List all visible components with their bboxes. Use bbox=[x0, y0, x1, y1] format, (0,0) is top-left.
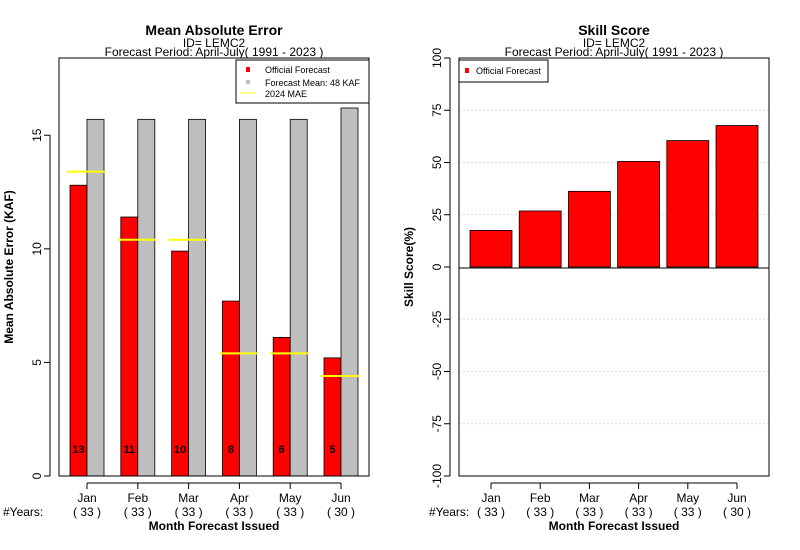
skill-years-count: ( 33 ) bbox=[526, 505, 554, 519]
mae-data-label: 6 bbox=[279, 444, 285, 456]
mae-years-label: #Years: bbox=[3, 505, 43, 519]
skill-y-axis: -100 -75 -50 -25 0 25 50 75 100 bbox=[430, 48, 451, 488]
skill-x-tick-label: Jun bbox=[727, 491, 746, 505]
mae-subtitle-id: ID= LEMC2 bbox=[183, 36, 246, 50]
mae-plot-frame bbox=[58, 57, 370, 477]
skill-legend-swatch-official bbox=[465, 68, 469, 73]
skill-plot-frame bbox=[458, 57, 770, 477]
mae-legend-mean: Forecast Mean: 48 KAF bbox=[265, 78, 361, 88]
mae-legend: Official Forecast Forecast Mean: 48 KAF … bbox=[235, 59, 370, 104]
mae-y-tick-label: 15 bbox=[30, 128, 44, 142]
skill-y-axis-label: Skill Score(%) bbox=[402, 227, 416, 307]
mae-years-count: ( 33 ) bbox=[124, 505, 152, 519]
skill-y-tick-label: 75 bbox=[430, 103, 444, 117]
skill-years-count: ( 33 ) bbox=[477, 505, 505, 519]
mae-years-count: ( 33 ) bbox=[225, 505, 253, 519]
skill-legend-box bbox=[458, 59, 549, 83]
mae-x-axis-label: Month Forecast Issued bbox=[149, 519, 280, 533]
skill-years-label: #Years: bbox=[429, 505, 469, 519]
skill-bars bbox=[469, 125, 759, 268]
skill-subtitle-id: ID= LEMC2 bbox=[583, 36, 646, 50]
skill-bar-official bbox=[518, 210, 562, 268]
skill-y-tick-label: 50 bbox=[430, 156, 444, 170]
skill-x-tick-label: Jan bbox=[481, 491, 500, 505]
skill-y-tick-label: 100 bbox=[430, 48, 444, 68]
mae-y-tick-label: 10 bbox=[30, 242, 44, 256]
skill-x-tick-label: Mar bbox=[579, 491, 600, 505]
skill-y-tick-label: 25 bbox=[430, 208, 444, 222]
skill-panel: Skill Score ID= LEMC2 Forecast Period: A… bbox=[402, 22, 770, 533]
skill-years-count: ( 33 ) bbox=[625, 505, 653, 519]
mae-x-tick-label: Feb bbox=[127, 491, 148, 505]
mae-title: Mean Absolute Error bbox=[145, 22, 283, 38]
skill-legend-official: Official Forecast bbox=[476, 66, 541, 76]
mae-x-tick-label: May bbox=[279, 491, 302, 505]
mae-x-tick-label: Apr bbox=[230, 491, 249, 505]
mae-bar-official bbox=[171, 250, 190, 477]
skill-x-axis: Jan( 33 )Feb( 33 )Mar( 33 )Apr( 33 )May(… bbox=[477, 482, 751, 519]
mae-2024-lines bbox=[67, 170, 359, 378]
skill-x-axis-label: Month Forecast Issued bbox=[549, 519, 680, 533]
mae-y-tick-label: 5 bbox=[30, 359, 44, 366]
mae-bar-forecast-mean bbox=[137, 118, 156, 477]
skill-bar-official bbox=[617, 161, 660, 268]
mae-years-count: ( 30 ) bbox=[327, 505, 355, 519]
skill-subtitle-period: Forecast Period: April-July( 1991 - 2023… bbox=[505, 45, 724, 59]
skill-bar-official bbox=[666, 140, 710, 268]
skill-y-tick-label: -25 bbox=[430, 310, 444, 328]
skill-y-tick-label: -75 bbox=[430, 415, 444, 433]
mae-legend-box bbox=[235, 59, 370, 104]
mae-legend-swatch-mean bbox=[246, 80, 250, 84]
mae-bar-forecast-mean bbox=[188, 118, 207, 477]
skill-y-tick-label: 0 bbox=[430, 263, 444, 270]
mae-bar-forecast-mean bbox=[86, 118, 105, 477]
skill-title: Skill Score bbox=[578, 22, 650, 38]
mae-legend-swatch-official bbox=[246, 67, 250, 72]
skill-y-tick-label: -100 bbox=[430, 464, 444, 488]
mae-bar-official bbox=[69, 184, 88, 477]
mae-bar-forecast-mean bbox=[289, 118, 308, 477]
mae-data-label: 13 bbox=[72, 444, 84, 456]
mae-data-label: 5 bbox=[329, 444, 335, 456]
mae-data-label: 8 bbox=[228, 444, 234, 456]
mae-data-label: 10 bbox=[174, 444, 186, 456]
mae-bar-official bbox=[120, 216, 139, 477]
skill-years-count: ( 33 ) bbox=[674, 505, 702, 519]
mae-subtitle-period: Forecast Period: April-July( 1991 - 2023… bbox=[105, 45, 324, 59]
mae-bar-forecast-mean bbox=[340, 107, 359, 477]
mae-y-axis: 0 5 10 15 bbox=[30, 128, 51, 479]
mae-bar-forecast-mean bbox=[238, 118, 257, 477]
mae-x-tick-label: Jan bbox=[77, 491, 96, 505]
mae-years-count: ( 33 ) bbox=[175, 505, 203, 519]
skill-x-tick-label: Feb bbox=[530, 491, 551, 505]
mae-legend-2024: 2024 MAE bbox=[265, 89, 307, 99]
skill-y-tick-label: -50 bbox=[430, 363, 444, 381]
mae-bars bbox=[69, 184, 342, 477]
mae-forecast-mean-bars bbox=[86, 107, 359, 477]
mae-x-axis: Jan( 33 )Feb( 33 )Mar( 33 )Apr( 33 )May(… bbox=[73, 482, 355, 519]
mae-years-count: ( 33 ) bbox=[73, 505, 101, 519]
mae-years-count: ( 33 ) bbox=[276, 505, 304, 519]
skill-years-count: ( 30 ) bbox=[723, 505, 751, 519]
skill-bar-official bbox=[568, 190, 611, 268]
mae-data-labels: 13 11 10 8 6 5 bbox=[72, 444, 335, 456]
mae-panel: Mean Absolute Error ID= LEMC2 Forecast P… bbox=[2, 22, 370, 533]
mae-x-tick-label: Jun bbox=[331, 491, 350, 505]
mae-y-axis-label: Mean Absolute Error (KAF) bbox=[2, 190, 16, 344]
mae-data-label: 11 bbox=[123, 444, 135, 456]
skill-years-count: ( 33 ) bbox=[575, 505, 603, 519]
mae-x-tick-label: Mar bbox=[178, 491, 199, 505]
skill-x-tick-label: May bbox=[676, 491, 699, 505]
skill-legend: Official Forecast bbox=[458, 59, 549, 83]
skill-bar-official bbox=[469, 230, 513, 268]
skill-x-tick-label: Apr bbox=[629, 491, 648, 505]
skill-bar-official bbox=[715, 125, 759, 268]
mae-legend-official: Official Forecast bbox=[265, 65, 330, 75]
mae-y-tick-label: 0 bbox=[30, 472, 44, 479]
